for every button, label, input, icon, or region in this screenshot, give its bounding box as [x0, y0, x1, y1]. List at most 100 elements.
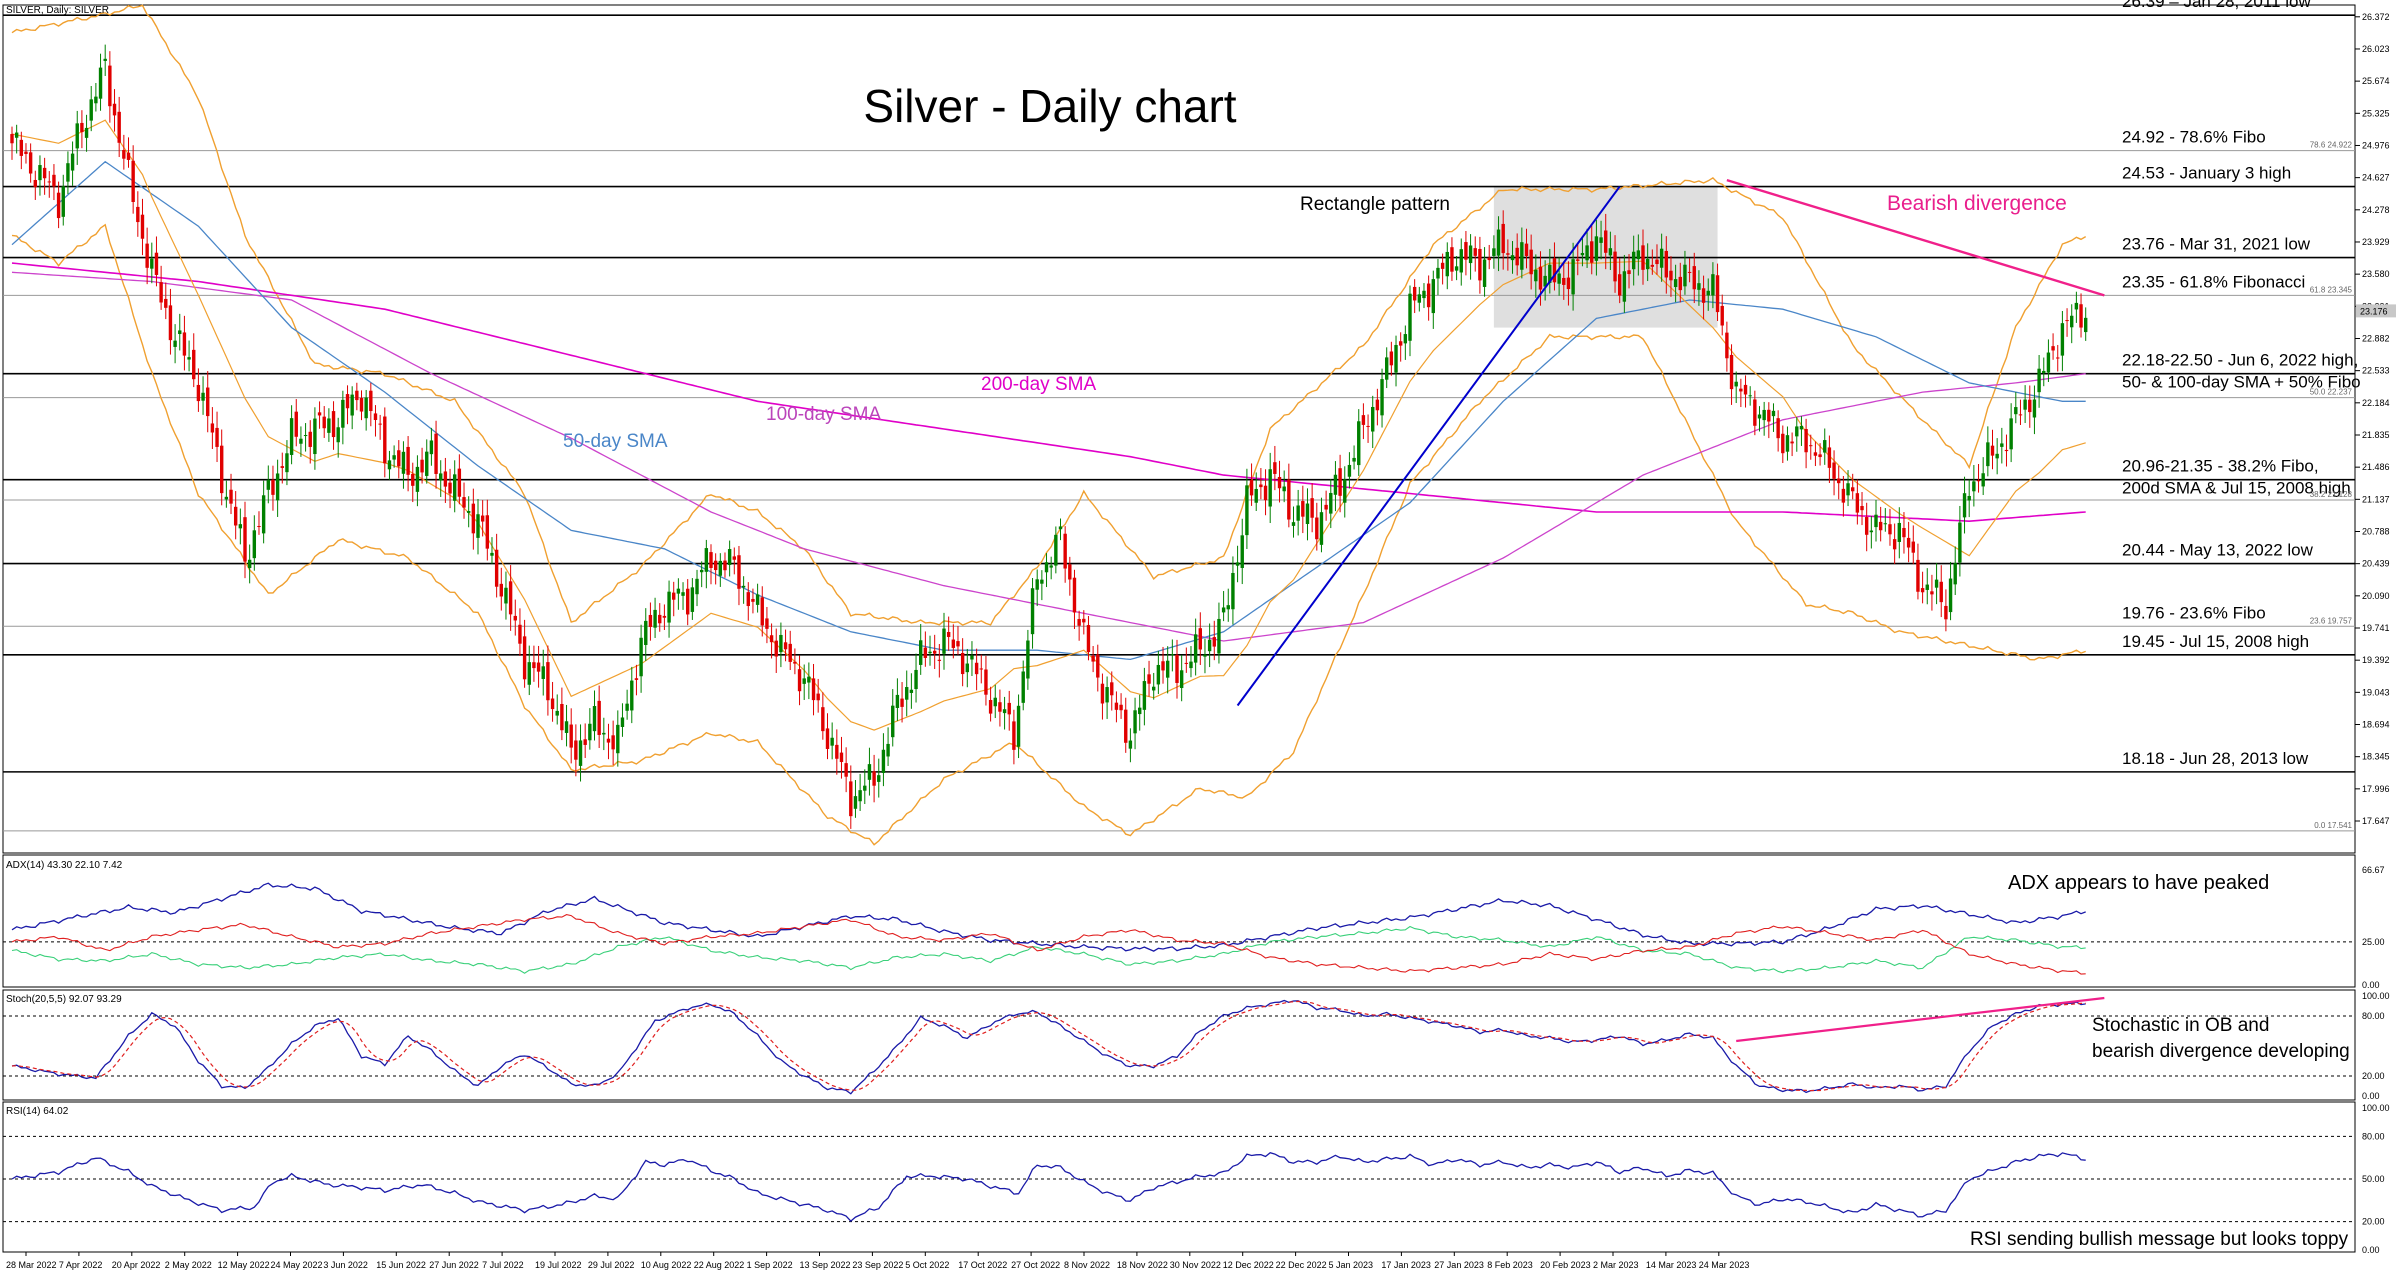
candle-body — [94, 96, 98, 104]
candle-body — [383, 416, 387, 464]
candle-body — [275, 473, 280, 501]
candle-body — [397, 450, 401, 467]
candle-body — [1482, 259, 1487, 287]
date-tick-label: 22 Dec 2022 — [1276, 1260, 1327, 1270]
candle-body — [564, 721, 569, 733]
candle-body — [2065, 320, 2069, 322]
candle-body — [75, 123, 79, 149]
level-label: 24.53 - January 3 high — [2122, 164, 2291, 183]
fibo-tag: 38.2 21.128 — [2310, 490, 2353, 499]
rsi-note: RSI sending bullish message but looks to… — [1970, 1229, 2349, 1250]
candle-body — [453, 474, 457, 501]
candle-body — [797, 669, 802, 692]
candle-body — [1496, 229, 1501, 256]
stoch-k-line — [11, 999, 2086, 1095]
candle-body — [2046, 352, 2051, 373]
price-tick-label: 24.278 — [2362, 205, 2390, 215]
candle-body — [1021, 671, 1025, 703]
level-label: 22.18-22.50 - Jun 6, 2022 high, — [2122, 351, 2358, 370]
price-tick-label: 24.976 — [2362, 140, 2390, 150]
rsi-tick-label: 20.00 — [2362, 1217, 2385, 1227]
candle-body — [1468, 245, 1473, 264]
candle-body — [261, 495, 266, 534]
candle-body — [1832, 462, 1836, 479]
stoch-tick-label: 0.00 — [2362, 1091, 2380, 1101]
date-tick-label: 23 Sep 2022 — [852, 1260, 903, 1270]
sma200-line — [11, 262, 2086, 523]
candle-body — [1305, 503, 1310, 525]
candle-body — [644, 620, 648, 645]
candle-body — [1501, 223, 1505, 254]
candle-body — [1385, 357, 1389, 380]
candle-body — [480, 515, 485, 522]
candle-body — [1664, 250, 1668, 278]
candle-body — [1790, 441, 1794, 444]
candle-body — [1925, 584, 1929, 590]
candle-body — [1604, 230, 1608, 253]
candle-body — [988, 700, 993, 714]
candle-body — [769, 635, 774, 643]
candle-body — [672, 592, 676, 600]
candle-body — [1282, 486, 1286, 492]
candle-body — [783, 642, 788, 650]
candle-body — [1175, 654, 1179, 683]
candle-body — [1161, 661, 1165, 671]
candle-body — [313, 418, 317, 455]
candle-body — [369, 390, 373, 412]
date-tick-label: 17 Oct 2022 — [958, 1260, 1007, 1270]
candle-body — [243, 517, 247, 562]
candle-body — [1906, 537, 1911, 548]
candle-body — [1515, 247, 1519, 266]
candle-body — [345, 394, 350, 409]
candle-body — [1986, 442, 1990, 467]
candle-body — [1729, 354, 1734, 390]
candle-body — [630, 680, 634, 711]
candle-body — [1212, 637, 1216, 647]
candle-body — [1804, 428, 1808, 453]
level-label: 20.96-21.35 - 38.2% Fibo, — [2122, 457, 2319, 476]
candle-body — [42, 167, 47, 179]
price-tick-label: 18.694 — [2362, 720, 2390, 730]
candle-body — [1739, 388, 1743, 392]
adx-panel-frame — [2, 854, 2356, 988]
plus-di-line — [11, 925, 2086, 974]
candle-body — [2009, 418, 2013, 450]
candle-body — [1347, 464, 1352, 477]
candle-body — [1776, 418, 1780, 439]
candle-body — [1543, 275, 1547, 287]
stoch-tick-label: 100.00 — [2362, 991, 2390, 1001]
candle-body — [1645, 258, 1650, 270]
candle-body — [779, 634, 783, 653]
rsi-tick-label: 50.00 — [2362, 1174, 2385, 1184]
candle-body — [1245, 485, 1249, 536]
level-labels: 26.39 – Jan 28, 2011 low 24.92 - 78.6% Fi… — [2122, 0, 2361, 830]
candle-body — [946, 631, 951, 637]
candle-body — [658, 614, 662, 624]
candle-body — [578, 740, 583, 766]
candle-body — [1594, 236, 1599, 261]
candle-body — [1557, 273, 1561, 284]
candle-body — [592, 706, 597, 732]
candle-body — [178, 330, 182, 335]
candle-body — [215, 427, 219, 447]
candle-body — [457, 468, 462, 497]
candle-body — [1179, 670, 1184, 689]
candle-body — [52, 174, 56, 187]
candle-body — [1412, 286, 1417, 301]
date-tick-label: 5 Jan 2023 — [1329, 1260, 1374, 1270]
candle-body — [1813, 452, 1818, 456]
candle-body — [1128, 740, 1133, 749]
candle-body — [1068, 564, 1072, 580]
candle-body — [620, 717, 625, 727]
candle-body — [1883, 523, 1888, 525]
candle-body — [536, 662, 541, 672]
level-label: 23.35 - 61.8% Fibonacci — [2122, 272, 2305, 291]
candle-body — [695, 578, 699, 595]
last-price-box — [2356, 304, 2396, 318]
candle-body — [1319, 512, 1324, 545]
candle-body — [1585, 245, 1589, 261]
candle-body — [1687, 271, 1692, 273]
candle-body — [984, 669, 988, 695]
candle-body — [979, 668, 983, 670]
fibo-tag: 23.6 19.757 — [2310, 616, 2353, 625]
